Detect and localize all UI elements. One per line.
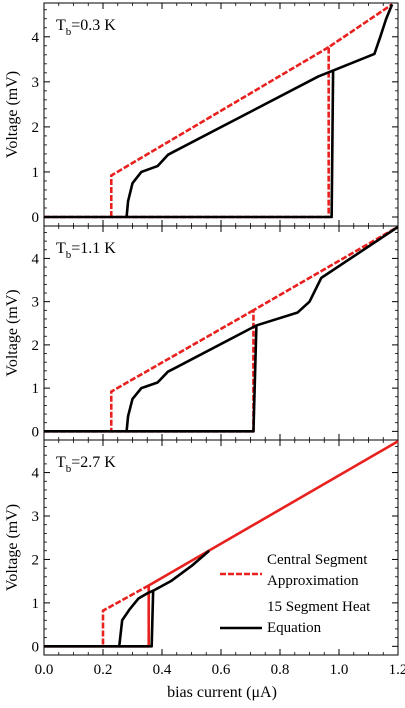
series-line-heat-equation [125,69,334,218]
x-tick-label: 0.8 [271,662,290,678]
series-line-central-segment [109,46,330,217]
legend-entry-1: Central Segment Approximation [220,552,368,589]
panel-2: 0 1 2 3 4 Voltage (mV) Tb=1.1 K [4,225,399,441]
panel-label: Tb=1.1 K [56,240,116,261]
series-line-central-segment [109,309,255,432]
panels-group: 0 1 2 3 4 Voltage (mV) Tb=0.3 K 0 1 2 3 4 Voltage (m… [4,2,399,656]
series-group [44,225,399,433]
panel-3: 0 1 2 3 4 Voltage (mV) Tb=2.7 K [4,439,399,656]
legend-label-line2: Approximation [267,573,359,589]
legend: Central Segment Approximation 15 Segment H… [220,552,371,636]
panel-label: Tb=0.3 K [56,17,116,38]
y-axis-title: Voltage (mV) [4,504,21,591]
y-tick-label: 3 [32,295,40,311]
legend-label-line1: 15 Segment Heat [267,599,371,615]
x-tick-label: 0.2 [94,662,113,678]
series-group [44,3,394,219]
panel-1: 0 1 2 3 4 Voltage (mV) Tb=0.3 K [4,2,399,227]
x-tick-label: 0.4 [153,662,172,678]
legend-label-line2: Equation [267,620,322,636]
x-axis-title: bias current (μA) [167,684,277,701]
y-axis-title: Voltage (mV) [4,71,21,158]
x-tick-label: 0.6 [212,662,231,678]
y-tick-label: 4 [32,466,40,482]
series-line-central-segment [101,584,150,647]
x-axis: 0.0 0.2 0.4 0.6 0.8 1.0 1.2 [35,662,405,678]
series-line-heat-equation [44,3,394,219]
y-tick-label: 2 [32,120,40,136]
y-tick-label: 1 [32,165,40,181]
y-tick-label: 0 [32,424,40,440]
series-line-heat-equation [117,589,154,647]
y-tick-label: 2 [32,552,40,568]
series-line-central-segment [44,440,399,648]
series-line-heat-equation [125,324,258,432]
legend-label-line1: Central Segment [267,552,368,568]
y-tick-label: 4 [32,251,40,267]
y-axis-title: Voltage (mV) [4,289,21,376]
x-tick-label: 1.2 [389,662,405,678]
y-tick-label: 3 [32,509,40,525]
y-tick-label: 1 [32,596,40,612]
series-line-heat-equation [44,549,211,648]
panel-label: Tb=2.7 K [56,454,116,475]
y-tick-label: 1 [32,381,40,397]
y-tick-label: 4 [32,30,40,46]
legend-entry-2: 15 Segment Heat Equation [220,599,371,636]
series-line-central-segment [44,3,393,219]
y-tick-label: 2 [32,338,40,354]
y-tick-label: 0 [32,639,40,655]
y-tick-label: 3 [32,75,40,91]
x-tick-label: 1.0 [330,662,349,678]
series-line-heat-equation [44,225,399,433]
y-tick-label: 0 [32,210,40,226]
x-tick-label: 0.0 [35,662,54,678]
series-group [44,440,399,648]
